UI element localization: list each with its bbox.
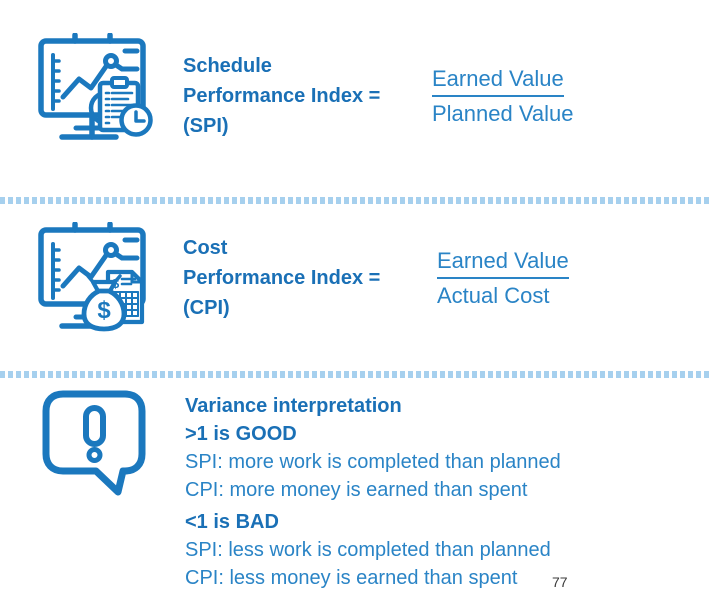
alert-speech-bubble-icon — [42, 390, 146, 496]
bad-spi-line: SPI: less work is completed than planned — [185, 539, 551, 561]
spi-title: Schedule Performance Index = (SPI) — [183, 51, 380, 141]
page-number: 77 — [552, 574, 568, 590]
cpi-formula-numerator: Earned Value — [437, 248, 569, 279]
spi-formula: Earned Value Planned Value — [432, 66, 574, 127]
spi-title-line3: (SPI) — [183, 115, 229, 137]
spi-formula-numerator: Earned Value — [432, 66, 564, 97]
cpi-formula-denominator: Actual Cost — [437, 283, 550, 308]
good-heading: >1 is GOOD — [185, 423, 297, 445]
cpi-formula: Earned Value Actual Cost — [437, 248, 569, 309]
interpretation-title: Variance interpretation — [185, 395, 402, 417]
cpi-title: Cost Performance Index = (CPI) — [183, 233, 380, 323]
variance-interpretation-block: Variance interpretation >1 is GOOD SPI: … — [185, 392, 561, 592]
good-cpi-line: CPI: more money is earned than spent — [185, 479, 528, 501]
bag-dollar-glyph: $ — [97, 297, 111, 324]
monitor-chart-clock-icon — [38, 33, 153, 140]
bad-cpi-line: CPI: less money is earned than spent — [185, 567, 518, 589]
cpi-title-line2: Performance Index = — [183, 267, 381, 289]
dashed-divider-top — [0, 197, 712, 204]
cpi-title-line3: (CPI) — [183, 297, 230, 319]
good-spi-line: SPI: more work is completed than planned — [185, 451, 561, 473]
schedule-performance-icon — [36, 33, 166, 147]
cost-performance-icon: $ $ — [36, 222, 166, 336]
bad-heading: <1 is BAD — [185, 511, 279, 533]
monitor-chart-money-icon: $ $ — [38, 222, 146, 332]
spi-formula-denominator: Planned Value — [432, 101, 574, 126]
dashed-divider-bottom — [0, 371, 712, 378]
spi-title-line1: Schedule — [183, 55, 272, 77]
variance-alert-icon — [40, 388, 148, 500]
cpi-title-line1: Cost — [183, 237, 228, 259]
spi-title-line2: Performance Index = — [183, 85, 381, 107]
